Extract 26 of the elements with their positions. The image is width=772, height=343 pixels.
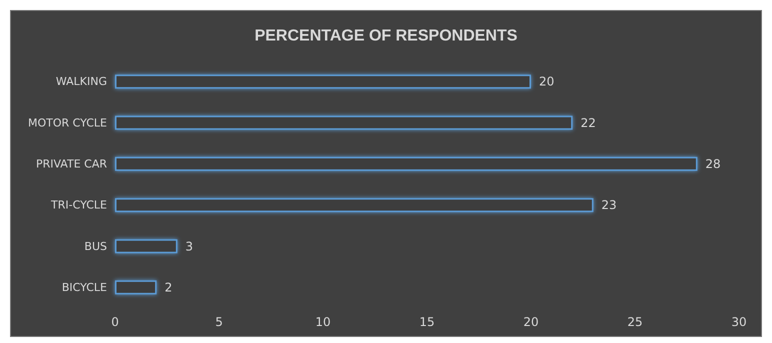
- data-label: 20: [539, 74, 554, 89]
- bar: [115, 74, 531, 89]
- x-tick-label: 30: [731, 315, 747, 329]
- chart-title: PERCENTAGE OF RESPONDENTS: [254, 28, 518, 44]
- bar: [115, 116, 573, 130]
- bar: [115, 280, 157, 294]
- y-tick-label: TRI-CYCLE: [50, 198, 108, 212]
- x-tick-label: 0: [111, 315, 119, 329]
- y-tick-label: BICYCLE: [62, 280, 108, 294]
- bar: [115, 156, 698, 171]
- x-tick-label: 15: [419, 315, 435, 329]
- x-tick-label: 10: [315, 315, 331, 329]
- data-label: 23: [601, 198, 617, 212]
- y-tick-label: WALKING: [56, 75, 107, 88]
- data-label: 3: [185, 239, 194, 254]
- data-label: 2: [164, 280, 172, 294]
- data-label: 28: [705, 156, 721, 171]
- bar: [115, 198, 594, 212]
- y-tick-label: BUS: [84, 240, 108, 253]
- bar: [115, 239, 178, 254]
- x-tick-label: 20: [523, 315, 539, 329]
- x-tick-label: 5: [215, 315, 223, 329]
- data-label: 22: [580, 116, 596, 130]
- x-tick-label: 25: [627, 315, 643, 329]
- y-tick-label: MOTOR CYCLE: [28, 116, 108, 130]
- y-tick-label: PRIVATE CAR: [36, 157, 108, 170]
